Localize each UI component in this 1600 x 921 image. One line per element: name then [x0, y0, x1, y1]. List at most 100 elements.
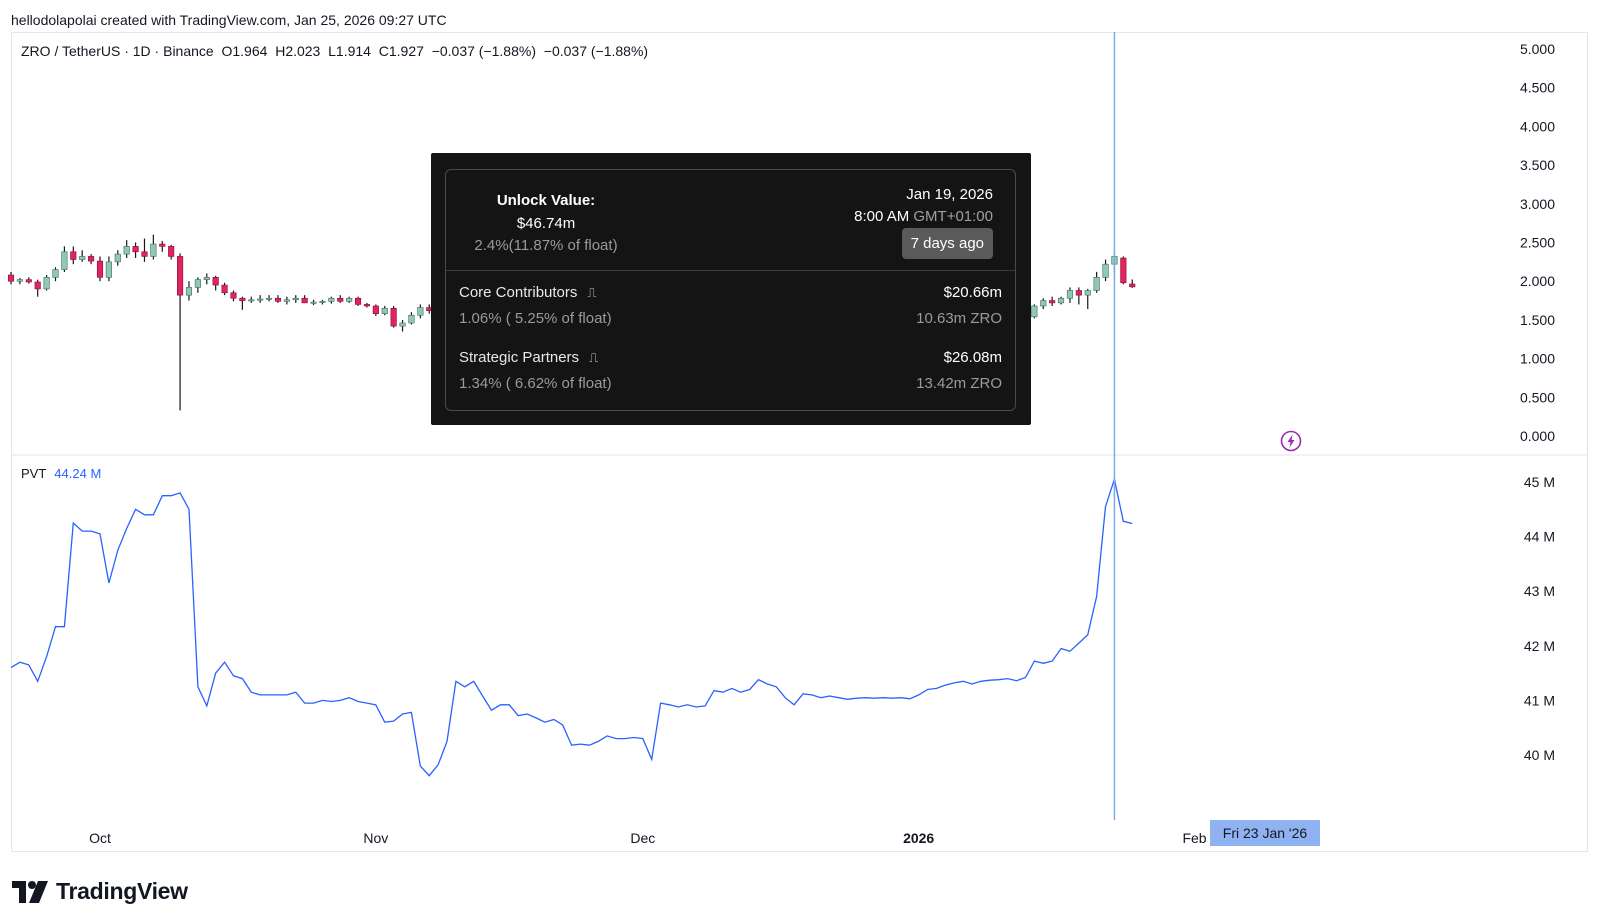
pvt-axis-label: 41 M [1524, 692, 1555, 708]
change-value: −0.037 (−1.88%) [431, 43, 536, 59]
candle-body [159, 243, 166, 247]
chart-credit: hellodolapolai created with TradingView.… [11, 12, 447, 28]
candle-body [399, 322, 406, 327]
core-contributors-zro: 10.63m ZRO [916, 310, 1002, 327]
candle-body [43, 277, 50, 290]
candle-body [132, 246, 139, 253]
crosshair-date-label: Fri 23 Jan '26 [1210, 820, 1320, 846]
price-axis-label: 2.500 [1520, 235, 1555, 251]
lightning-icon[interactable] [1280, 430, 1302, 452]
candle-body [1066, 290, 1074, 299]
candle-body [1031, 305, 1038, 318]
candle-body [79, 256, 86, 260]
pvt-axis-label: 45 M [1524, 474, 1555, 490]
change-value-2: −0.037 (−1.88%) [543, 43, 649, 59]
time-axis-label: Nov [363, 830, 388, 846]
candle-body [346, 297, 353, 302]
candle-body [1093, 277, 1100, 291]
core-contributors-text: Core Contributors [459, 284, 578, 301]
candle-body [319, 301, 326, 303]
candle-body [274, 297, 282, 302]
candle-body [16, 279, 23, 282]
step-icon: ⎍ [589, 350, 599, 365]
step-icon: ⎍ [587, 285, 597, 300]
pvt-legend[interactable]: PVT 44.24 M [21, 466, 101, 481]
core-contributors-usd: $20.66m [943, 284, 1002, 301]
price-axis-label: 0.500 [1520, 389, 1555, 405]
close-value: C1.927 [378, 43, 424, 59]
strategic-partners-zro: 13.42m ZRO [916, 375, 1002, 392]
candle-body [1040, 300, 1047, 307]
candle-body [372, 305, 379, 315]
unlock-time: 8:00 AM GMT+01:00 [854, 208, 993, 225]
core-contributors-label: Core Contributors ⎍ [459, 284, 597, 301]
candle-body [61, 251, 68, 270]
candle-body [123, 246, 130, 255]
candle-body [408, 314, 415, 324]
candle-body [203, 277, 210, 280]
candle-body [185, 287, 193, 296]
price-axis-label: 5.000 [1520, 41, 1555, 57]
candle-body [1102, 263, 1109, 278]
symbol-name[interactable]: ZRO / TetherUS · 1D · Binance [21, 43, 214, 59]
candle-body [141, 251, 148, 257]
high-value: H2.023 [275, 43, 321, 59]
pvt-value: 44.24 M [54, 466, 102, 481]
candle-body [52, 269, 59, 278]
candle-body [1084, 290, 1091, 296]
candle-body [221, 284, 228, 294]
unlock-percent: 2.4%(11.87% of float) [474, 237, 618, 254]
candle-body [1057, 297, 1065, 304]
price-axis-label: 3.500 [1520, 157, 1555, 173]
candle-body [354, 297, 362, 305]
candle-body [212, 277, 219, 286]
price-axis-label: 1.000 [1520, 351, 1555, 367]
pvt-axis-label: 40 M [1524, 747, 1555, 763]
pvt-axis-label: 44 M [1524, 529, 1555, 545]
candle-body [248, 299, 255, 302]
unlock-tooltip-card: Unlock Value: $46.74m 2.4%(11.87% of flo… [445, 169, 1016, 411]
candle-body [310, 301, 317, 304]
candle-body [257, 298, 264, 301]
tradingview-logo-text: TradingView [56, 878, 188, 904]
candle-body [239, 297, 246, 301]
candle-body [417, 307, 424, 316]
candle-body [337, 297, 344, 302]
strategic-partners-percent: 1.34% ( 6.62% of float) [459, 375, 612, 392]
tradingview-logo-icon [12, 880, 48, 903]
candle-body [292, 297, 299, 301]
pvt-axis-label: 42 M [1524, 638, 1555, 654]
unlock-tooltip: Unlock Value: $46.74m 2.4%(11.87% of flo… [431, 153, 1031, 425]
candle-body [1075, 290, 1082, 296]
time-axis-label: Dec [630, 830, 655, 846]
candle-body [114, 253, 121, 263]
candle-body [1129, 283, 1136, 288]
low-value: L1.914 [328, 43, 371, 59]
chart-frame[interactable] [11, 32, 1588, 852]
open-value: O1.964 [221, 43, 268, 59]
price-axis-label: 3.000 [1520, 196, 1555, 212]
candle-body [70, 251, 77, 260]
candle-body [1120, 257, 1127, 284]
candle-body [168, 246, 175, 257]
price-axis-label: 4.500 [1520, 80, 1555, 96]
symbol-legend: ZRO / TetherUS · 1D · Binance O1.964 H2.… [21, 43, 648, 59]
candle-body [177, 256, 184, 296]
candle-body [25, 279, 32, 283]
price-axis-label: 0.000 [1520, 428, 1555, 444]
tradingview-logo[interactable]: TradingView [12, 878, 188, 905]
candle-body [96, 260, 104, 278]
unlock-title: Unlock Value: [496, 192, 596, 209]
candle-body [363, 304, 371, 307]
pvt-axis-label: 43 M [1524, 583, 1555, 599]
candle-body [194, 279, 201, 288]
candle-body [301, 297, 308, 304]
candle-body [1049, 300, 1056, 304]
candle-body [7, 274, 15, 282]
unlock-timezone: GMT+01:00 [913, 208, 993, 225]
price-axis-label: 4.000 [1520, 118, 1555, 134]
candle-body [105, 261, 112, 278]
strategic-partners-text: Strategic Partners [459, 349, 580, 366]
unlock-time-value: 8:00 AM [854, 208, 910, 225]
